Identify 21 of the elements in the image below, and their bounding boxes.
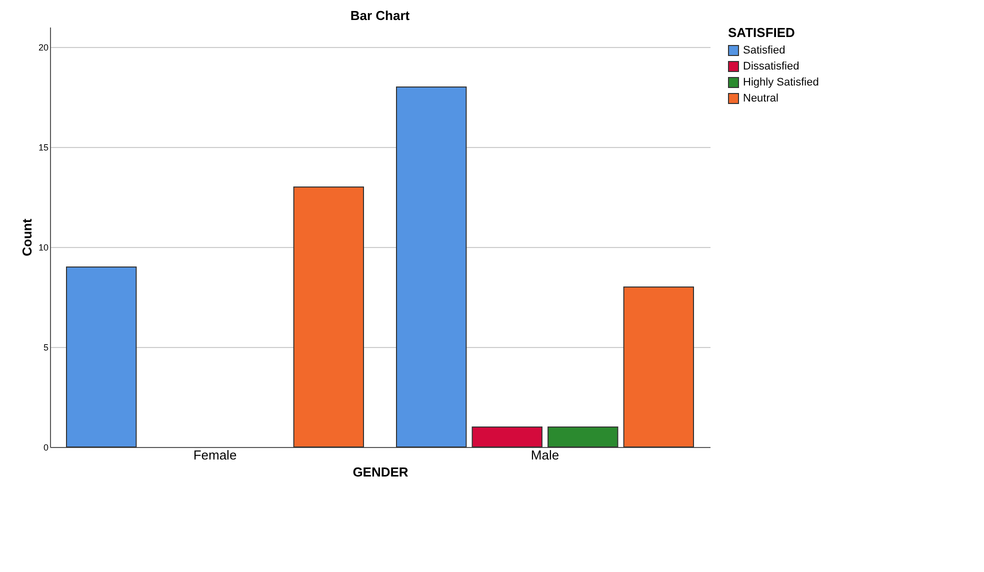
legend-label: Dissatisfied [743,60,800,72]
bar [548,426,618,448]
y-tick-label: 15 [38,142,48,152]
x-tick-label: Female [193,448,237,462]
bar [293,186,364,448]
legend-title: SATISFIED [728,25,795,40]
y-tick-label: 10 [38,242,48,252]
y-tick-label: 0 [43,442,48,452]
legend-label: Highly Satisfied [743,76,819,88]
y-axis-title: Count [19,218,34,256]
bar [396,86,467,448]
bar [623,286,694,448]
legend-label: Satisfied [743,44,786,56]
legend-label: Neutral [743,92,778,104]
bar [66,266,137,448]
x-tick-label: Male [530,448,560,462]
y-tick-label: 5 [43,342,48,352]
x-axis-title: GENDER [352,464,409,480]
bar [472,426,542,448]
y-tick-label: 20 [38,42,48,52]
chart-title: Bar Chart [350,8,410,23]
